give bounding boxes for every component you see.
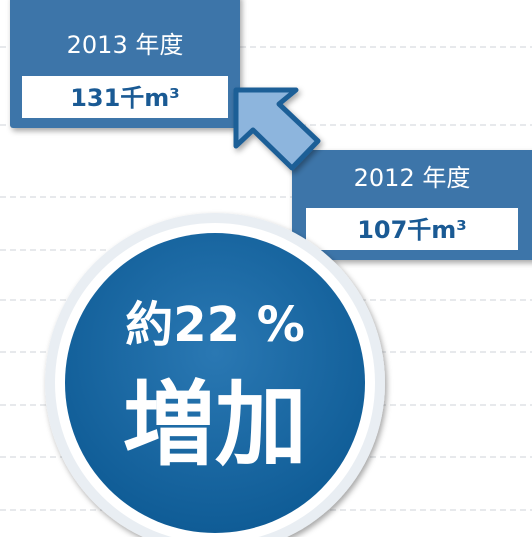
box-2012 (292, 150, 532, 260)
year-label: 2013 年度 (67, 31, 184, 59)
year-label: 2012 年度 (354, 164, 471, 192)
amount-label: 131千m³ (70, 84, 180, 112)
value-box (22, 76, 228, 118)
amount-label: 107千m³ (357, 216, 467, 244)
rate-label: 約22 % (125, 297, 305, 353)
arrow (233, 87, 321, 171)
increase-label: 増加 (123, 372, 307, 479)
badge (45, 213, 385, 537)
badge-circle (65, 233, 365, 533)
value-box (306, 208, 518, 250)
box-2013 (10, 0, 240, 128)
